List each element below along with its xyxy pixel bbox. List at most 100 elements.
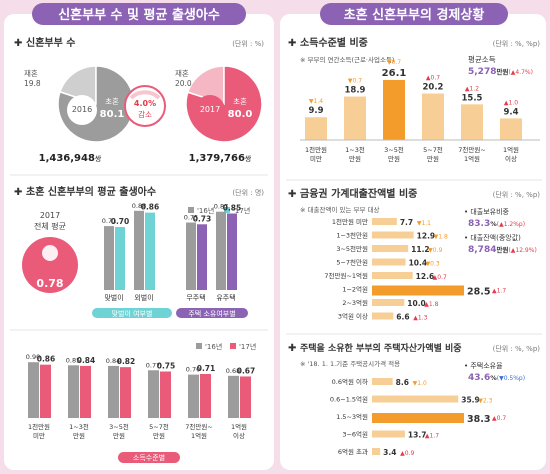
income-share-label: 15.5 — [462, 93, 483, 103]
dual-bar-16 — [104, 226, 114, 290]
pie-2017-center — [195, 95, 225, 125]
pie2016-total: 1,436,948쌍 — [39, 153, 102, 164]
pie2017-total: 1,379,766쌍 — [189, 153, 252, 164]
income-caption-pill — [118, 452, 180, 463]
house-label-17: 0.73 — [193, 214, 212, 223]
house-caption-pill — [176, 308, 248, 318]
income-births-label-17: 0.75 — [157, 362, 176, 371]
house-category: 유주택 — [216, 293, 235, 302]
pie2016-first-value: 80.1 — [100, 109, 125, 120]
income-note: ※ 부부의 연간소득(근로·사업소득) — [300, 55, 394, 64]
loan-bar — [372, 245, 409, 252]
overall-value: 0.78 — [36, 277, 63, 290]
income-share-category: 만원 — [349, 154, 361, 163]
house-bar-17 — [227, 213, 237, 290]
loan-label: 11.2 — [411, 245, 430, 254]
pie2017-re-value: 20.0 — [175, 79, 192, 88]
income-births-bar-17 — [40, 364, 51, 418]
plus-icon: ✚ — [14, 38, 22, 49]
income-share-bar — [344, 96, 366, 140]
right-header-pill — [320, 3, 508, 25]
housing-label: 8.6 — [396, 378, 409, 387]
income-births-bar-17 — [120, 367, 131, 418]
loan-note: ※ 대출잔액이 있는 부부 대상 — [300, 205, 380, 214]
income-births-label-17: 0.67 — [237, 366, 256, 375]
income-births-label-16: 0.70 — [186, 366, 200, 374]
housing-category: 6억원 초과 — [338, 447, 368, 456]
housing-chart: 0.6억원 이하 8.6 ▼1.0 0.6~1.5억원 35.9▼2.3 1.5~3억원 3… — [330, 377, 506, 457]
plus-icon: ✚ — [288, 38, 296, 49]
income-births-category: 1천만원 — [28, 422, 50, 431]
left-header-pill — [32, 3, 246, 25]
loan-change: ▲1.3 — [413, 315, 427, 322]
housing-category: 1.5~3억원 — [336, 412, 368, 421]
couples-pies — [57, 65, 263, 143]
legend-17: '17년 — [233, 206, 250, 215]
housing-own-label: • 주택소유율 — [464, 361, 503, 370]
income-share-category: 1억원 — [464, 154, 480, 163]
housing-bar — [372, 448, 381, 455]
births-title: 초혼 신혼부부의 평균 출생아수 — [26, 185, 156, 198]
loan-bar — [372, 231, 414, 239]
income-births-chart: 0.900.86 0.850.84 0.840.82 0.770.75 0.700.71… — [26, 353, 256, 440]
overall-year: 2017 — [40, 211, 60, 220]
income-births-category: 미만 — [33, 431, 45, 440]
loan-bar — [372, 285, 464, 296]
loan-category: 2~3억원 — [342, 298, 368, 307]
baby-icon — [42, 245, 58, 261]
income-births-category: 1억원 — [231, 422, 247, 431]
house-bar-17 — [197, 224, 207, 290]
housing-change: ▲0.9 — [400, 450, 414, 457]
income-births-category: 7천만원~ — [185, 422, 213, 431]
income-births-category: 만원 — [113, 431, 125, 440]
loan-category: 3억원 이상 — [338, 312, 368, 321]
loan-category: 3~5천만원 — [336, 244, 368, 253]
income-legend-17: '17년 — [239, 342, 256, 351]
income-share-change: ▲0.7 — [426, 75, 440, 82]
income-share-category: 5~7천 — [423, 145, 443, 154]
income-share-category: 만원 — [427, 154, 439, 163]
income-births-label-16: 0.85 — [66, 356, 80, 364]
housing-label: 3.4 — [383, 448, 396, 457]
income-births-bar-16 — [228, 375, 239, 418]
loan-change: ▲1.8 — [424, 301, 438, 308]
housing-label: 35.9 — [461, 396, 480, 405]
loan-label: 12.6 — [416, 272, 435, 281]
housing-change: ▼1.0 — [413, 380, 427, 387]
right-header: 초혼 신혼부부의 경제상황 — [344, 7, 485, 23]
housing-bar — [372, 430, 405, 438]
loan-label: 7.7 — [400, 218, 413, 227]
house-bar-16 — [216, 211, 226, 290]
dual-bar-16 — [134, 210, 144, 290]
income-title: 소득수준별 비중 — [300, 36, 368, 49]
income-share-category: 3~5천 — [384, 145, 404, 154]
income-births-category: 1억원 — [191, 431, 207, 440]
income-share-category: 7천만원~ — [458, 145, 486, 154]
pie2017-year: 2017 — [200, 105, 220, 114]
dual-category: 맞벌이 — [104, 293, 123, 302]
income-births-label-17: 0.82 — [117, 357, 136, 366]
legend-swatch-16 — [188, 207, 194, 213]
income-births-category: 이상 — [233, 431, 245, 440]
dual-caption: 맞벌이 여부별 — [112, 309, 153, 318]
loan-title: 금융권 가계대출잔액별 비중 — [300, 187, 417, 200]
housing-bar — [372, 378, 393, 385]
couples-unit: (단위 : %) — [232, 39, 264, 48]
births-unit: (단위 : 명) — [232, 188, 264, 197]
income-births-bar-16 — [148, 370, 159, 418]
loan-change: ▲0.7 — [433, 274, 447, 281]
income-share-change: ▲1.2 — [465, 85, 479, 92]
income-share-category: 이상 — [505, 154, 517, 163]
pie2016-re-value: 19.8 — [24, 79, 41, 88]
income-share-label: 9.4 — [503, 107, 518, 117]
income-births-category: 1~3천 — [69, 422, 89, 431]
loan-change: ▼1.8 — [434, 234, 448, 241]
pie2016-first-label: 초혼 — [105, 96, 119, 106]
income-share-bar — [305, 117, 327, 140]
house-label-16: 0.75 — [184, 214, 198, 222]
housing-change: ▼2.3 — [478, 398, 492, 405]
loan-label: 6.6 — [396, 313, 409, 322]
income-births-label-17: 0.86 — [37, 355, 56, 364]
house-label-16: 0.87 — [214, 203, 228, 211]
dual-bar-17 — [115, 227, 125, 290]
